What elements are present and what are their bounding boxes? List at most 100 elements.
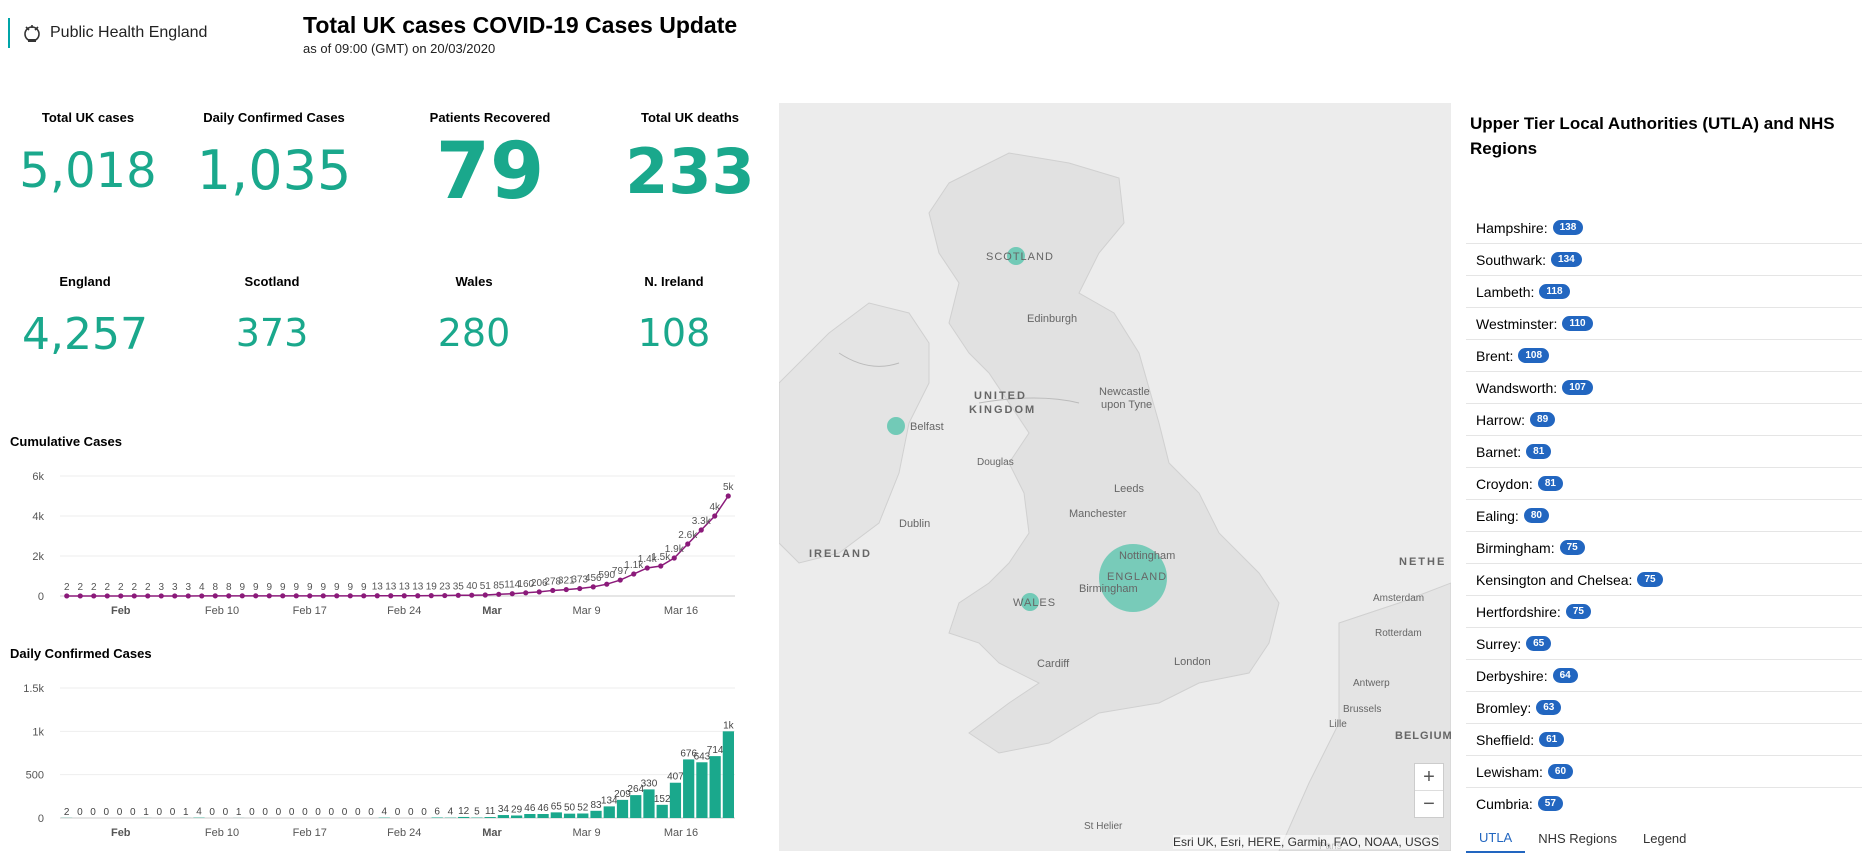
bar[interactable] (669, 782, 682, 818)
data-point[interactable] (158, 593, 164, 599)
data-point[interactable] (226, 593, 232, 599)
bubble-scotland[interactable] (1007, 247, 1025, 265)
data-point[interactable] (172, 593, 178, 599)
bar[interactable] (550, 812, 562, 818)
bubble-belfast[interactable] (887, 417, 905, 435)
zoom-in-button[interactable]: + (1415, 764, 1443, 791)
list-item[interactable]: Harrow: 89 (1466, 404, 1862, 436)
data-point[interactable] (442, 592, 448, 599)
data-point[interactable] (334, 593, 340, 599)
data-point[interactable] (455, 592, 461, 598)
data-point[interactable] (523, 590, 529, 596)
data-point[interactable] (64, 593, 70, 599)
list-item[interactable]: Southwark: 134 (1466, 244, 1862, 276)
uk-cases-map[interactable]: SCOTLAND Edinburgh UNITED KINGDOM Newcas… (779, 103, 1451, 851)
bar[interactable] (696, 762, 708, 818)
data-point[interactable] (212, 593, 218, 599)
list-item[interactable]: Birmingham: 75 (1466, 532, 1862, 564)
data-point[interactable] (388, 593, 394, 599)
bar[interactable] (722, 731, 734, 818)
list-item[interactable]: Lambeth: 118 (1466, 276, 1862, 308)
data-point[interactable] (563, 586, 569, 593)
tab-nhs-regions[interactable]: NHS Regions (1538, 830, 1617, 846)
data-point[interactable] (131, 593, 137, 599)
list-item[interactable]: Wandsworth: 107 (1466, 372, 1862, 404)
data-point[interactable] (671, 555, 677, 561)
data-point[interactable] (590, 584, 596, 590)
zoom-out-button[interactable]: − (1423, 793, 1435, 815)
data-point[interactable] (361, 593, 367, 599)
data-point[interactable] (698, 527, 704, 533)
list-item[interactable]: Brent: 108 (1466, 340, 1862, 372)
data-point[interactable] (347, 593, 353, 599)
bar[interactable] (484, 817, 496, 818)
data-point[interactable] (293, 593, 299, 599)
data-point[interactable] (91, 593, 97, 599)
data-point[interactable] (631, 571, 637, 577)
bar[interactable] (524, 814, 536, 818)
data-point[interactable] (428, 593, 434, 599)
data-point[interactable] (685, 541, 691, 547)
bar[interactable] (656, 804, 668, 818)
bar[interactable] (458, 816, 470, 818)
data-point[interactable] (469, 592, 475, 598)
data-point[interactable] (118, 593, 124, 599)
data-point[interactable] (266, 593, 272, 599)
bar[interactable] (497, 815, 509, 818)
list-item[interactable]: Bromley: 63 (1466, 692, 1862, 724)
data-point[interactable] (145, 593, 151, 599)
data-point[interactable] (104, 593, 110, 599)
data-point[interactable] (401, 593, 407, 599)
data-point[interactable] (482, 592, 488, 598)
bar[interactable] (563, 813, 576, 818)
data-point[interactable] (239, 593, 245, 599)
list-item[interactable]: Sheffield: 61 (1466, 724, 1862, 756)
list-item[interactable]: Hampshire: 138 (1466, 212, 1862, 244)
data-point[interactable] (604, 581, 610, 587)
bar[interactable] (590, 810, 602, 818)
list-item[interactable]: Barnet: 81 (1466, 436, 1862, 468)
data-point[interactable] (199, 593, 205, 599)
data-point[interactable] (415, 593, 421, 599)
bar[interactable] (431, 817, 443, 818)
data-point[interactable] (617, 577, 623, 583)
data-point[interactable] (185, 593, 191, 599)
data-point[interactable] (307, 593, 313, 599)
bubble-england[interactable] (1099, 544, 1167, 612)
list-item[interactable]: Kensington and Chelsea: 75 (1466, 564, 1862, 596)
list-item[interactable]: Hertfordshire: 75 (1466, 596, 1862, 628)
data-point[interactable] (550, 587, 556, 594)
list-item[interactable]: Ealing: 80 (1466, 500, 1862, 532)
data-point[interactable] (374, 593, 380, 599)
bar[interactable] (603, 806, 615, 818)
list-item[interactable]: Westminster: 110 (1466, 308, 1862, 340)
data-point[interactable] (280, 593, 286, 599)
data-point[interactable] (658, 563, 664, 569)
tab-legend[interactable]: Legend (1643, 830, 1687, 846)
data-point[interactable] (577, 585, 583, 592)
utla-list[interactable]: Hampshire: 138 Southwark: 134 Lambeth: 118 Wes… (1466, 212, 1862, 817)
list-item[interactable]: Lewisham: 60 (1466, 756, 1862, 788)
list-item[interactable]: Derbyshire: 64 (1466, 660, 1862, 692)
data-point[interactable] (536, 589, 542, 595)
data-point[interactable] (509, 591, 515, 597)
list-item[interactable]: Cumbria: 57 (1466, 788, 1862, 817)
bar[interactable] (630, 795, 642, 818)
map-canvas[interactable]: SCOTLAND Edinburgh UNITED KINGDOM Newcas… (779, 103, 1451, 851)
list-item[interactable]: Surrey: 65 (1466, 628, 1862, 660)
data-point[interactable] (320, 593, 326, 599)
bar[interactable] (511, 815, 523, 818)
data-point[interactable] (712, 513, 718, 519)
bar[interactable] (643, 789, 655, 818)
bar[interactable] (709, 756, 721, 818)
bar[interactable] (616, 799, 629, 818)
data-point[interactable] (725, 493, 731, 499)
tab-utla[interactable]: UTLA (1466, 824, 1526, 853)
list-item[interactable]: Croydon: 81 (1466, 468, 1862, 500)
data-point[interactable] (253, 593, 259, 599)
data-point[interactable] (496, 591, 502, 597)
data-point[interactable] (644, 565, 650, 571)
bar[interactable] (577, 813, 589, 818)
bar[interactable] (683, 759, 695, 818)
bar[interactable] (537, 814, 549, 818)
